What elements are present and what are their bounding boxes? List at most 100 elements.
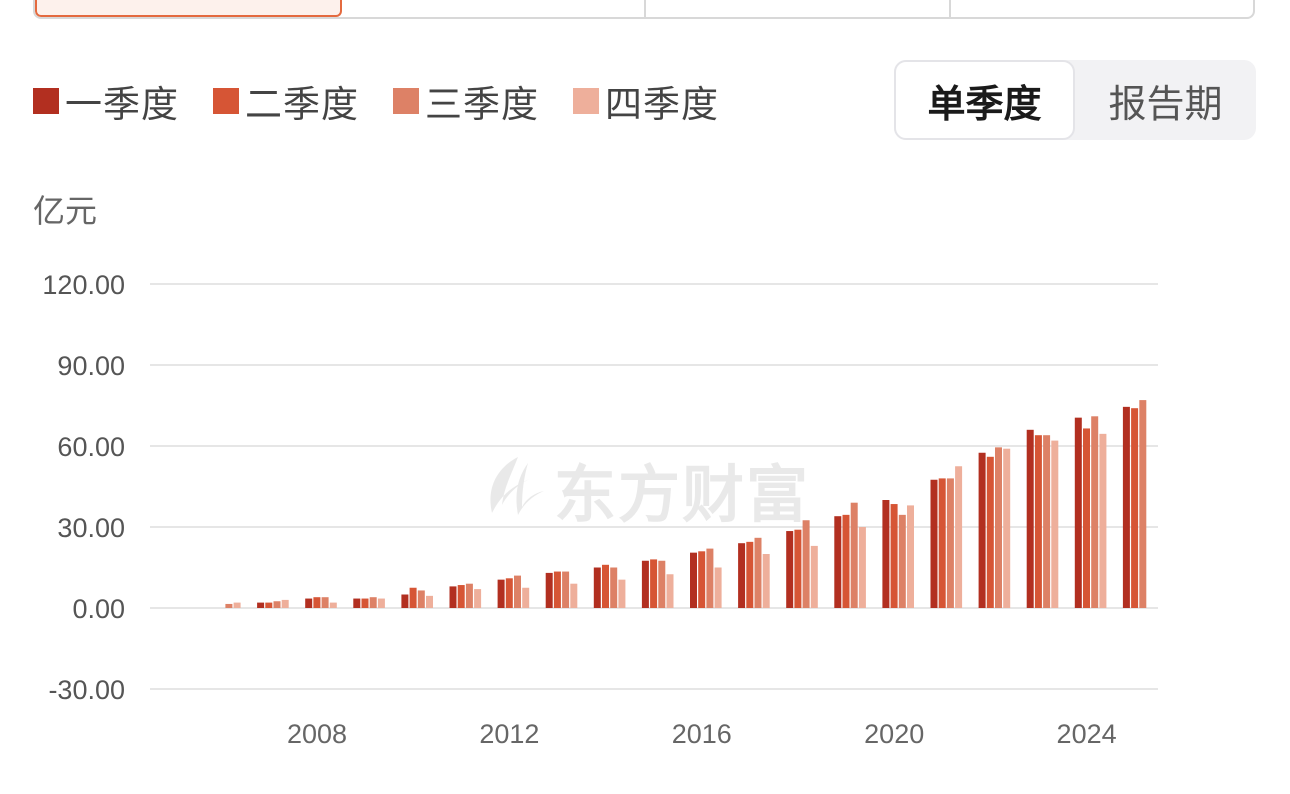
bar-4-2020[interactable] — [907, 505, 914, 608]
y-tick-label: 60.00 — [57, 432, 125, 462]
bar-2-2009[interactable] — [361, 598, 369, 608]
bar-3-2022[interactable] — [995, 447, 1002, 608]
period-toggle: 单季度 报告期 — [894, 60, 1256, 140]
y-tick-label: 30.00 — [57, 513, 125, 543]
bar-3-2008[interactable] — [321, 597, 329, 608]
bar-4-2017[interactable] — [762, 554, 770, 608]
bar-4-2008[interactable] — [329, 602, 337, 608]
bar-1-2015[interactable] — [641, 560, 649, 608]
bar-2-2007[interactable] — [265, 602, 273, 608]
bar-1-2007[interactable] — [257, 602, 265, 608]
bar-1-2017[interactable] — [738, 543, 746, 608]
bar-1-2010[interactable] — [401, 594, 409, 609]
bar-4-2013[interactable] — [570, 583, 578, 608]
legend-item-q4[interactable]: 四季度 — [573, 74, 719, 128]
bar-3-2009[interactable] — [369, 597, 377, 608]
legend-swatch-q2 — [213, 88, 239, 114]
bar-2-2014[interactable] — [602, 564, 609, 608]
bar-4-2024[interactable] — [1099, 433, 1107, 608]
bar-2-2024[interactable] — [1083, 428, 1090, 608]
bar-2-2010[interactable] — [409, 587, 417, 608]
bar-3-2017[interactable] — [754, 537, 762, 608]
bar-1-2025[interactable] — [1122, 406, 1130, 608]
bar-2-2025[interactable] — [1131, 408, 1139, 608]
bar-4-2016[interactable] — [714, 567, 722, 609]
bar-3-2021[interactable] — [946, 478, 954, 608]
bar-1-2012[interactable] — [497, 579, 505, 608]
bar-4-2014[interactable] — [618, 579, 626, 608]
bar-1-2018[interactable] — [786, 531, 794, 608]
bar-4-2009[interactable] — [377, 598, 385, 608]
legend-label-q3: 三季度 — [425, 83, 539, 126]
bar-4-2011[interactable] — [474, 589, 482, 608]
bar-3-2023[interactable] — [1043, 435, 1051, 608]
bar-1-2013[interactable] — [545, 572, 553, 608]
bar-1-2011[interactable] — [449, 586, 457, 608]
legend-item-q3[interactable]: 三季度 — [393, 74, 539, 128]
bar-4-2012[interactable] — [522, 587, 530, 608]
bar-2-2016[interactable] — [698, 551, 706, 608]
legend-item-q2[interactable]: 二季度 — [213, 74, 359, 128]
x-tick-label: 2016 — [672, 719, 732, 749]
y-tick-labels: 120.00 90.00 60.00 30.00 0.00 -30.00 — [42, 270, 125, 705]
bar-4-2018[interactable] — [810, 545, 818, 608]
bar-1-2022[interactable] — [978, 452, 986, 608]
bar-2-2019[interactable] — [842, 514, 850, 608]
bar-1-2020[interactable] — [882, 500, 890, 608]
bar-3-2010[interactable] — [417, 590, 425, 608]
legend-swatch-q1 — [33, 88, 59, 114]
bar-3-2015[interactable] — [658, 560, 666, 608]
report-period-button[interactable]: 报告期 — [1108, 81, 1223, 126]
bar-4-2015[interactable] — [666, 574, 674, 608]
bar-3-2007[interactable] — [273, 601, 281, 608]
bar-1-2008[interactable] — [305, 598, 313, 608]
x-tick-label: 2008 — [287, 719, 347, 749]
bar-2-2023[interactable] — [1034, 435, 1042, 608]
bar-3-2019[interactable] — [850, 502, 858, 608]
bar-2-2013[interactable] — [553, 571, 561, 608]
top-tab-2[interactable] — [342, 0, 646, 17]
bar-1-2019[interactable] — [834, 516, 842, 608]
legend-item-q1[interactable]: 一季度 — [33, 74, 179, 128]
bar-3-2018[interactable] — [802, 520, 810, 608]
bar-2-2011[interactable] — [457, 585, 465, 608]
bar-4-2019[interactable] — [858, 527, 866, 608]
top-tab-1[interactable] — [35, 0, 342, 17]
x-tick-label: 2012 — [479, 719, 539, 749]
top-tab-bar — [33, 0, 1255, 19]
bar-1-2023[interactable] — [1026, 429, 1034, 608]
bar-2-2015[interactable] — [650, 559, 658, 608]
legend-label-q2: 二季度 — [245, 83, 359, 126]
bar-3-2024[interactable] — [1091, 416, 1099, 608]
bar-2-2017[interactable] — [746, 541, 754, 608]
bar-2-2021[interactable] — [938, 478, 946, 608]
bar-2-2018[interactable] — [794, 529, 802, 608]
bar-3-2011[interactable] — [465, 583, 473, 608]
bar-3-2020[interactable] — [898, 514, 906, 608]
bar-1-2024[interactable] — [1074, 417, 1082, 608]
bar-4-2022[interactable] — [1003, 448, 1011, 608]
top-tab-3[interactable] — [646, 0, 951, 17]
bar-4-2010[interactable] — [426, 595, 433, 608]
bar-1-2021[interactable] — [930, 479, 938, 608]
bar-3-2014[interactable] — [610, 567, 618, 609]
bar-4-2006[interactable] — [233, 602, 241, 608]
bar-2-2012[interactable] — [505, 578, 513, 608]
bar-2-2022[interactable] — [986, 456, 994, 608]
bar-4-2021[interactable] — [955, 466, 963, 608]
bar-4-2007[interactable] — [281, 599, 289, 608]
bar-4-2023[interactable] — [1051, 440, 1059, 608]
bar-3-2006[interactable] — [225, 603, 233, 608]
bar-3-2016[interactable] — [706, 548, 714, 608]
bar-3-2013[interactable] — [562, 571, 570, 608]
bars — [225, 400, 1147, 609]
single-quarter-button[interactable]: 单季度 — [894, 60, 1075, 140]
bar-1-2014[interactable] — [593, 567, 601, 609]
bar-2-2020[interactable] — [890, 504, 898, 608]
bar-3-2025[interactable] — [1139, 400, 1147, 608]
bar-2-2008[interactable] — [313, 597, 321, 608]
bar-1-2009[interactable] — [353, 598, 361, 608]
bar-1-2016[interactable] — [690, 552, 697, 608]
bar-3-2012[interactable] — [514, 575, 521, 608]
